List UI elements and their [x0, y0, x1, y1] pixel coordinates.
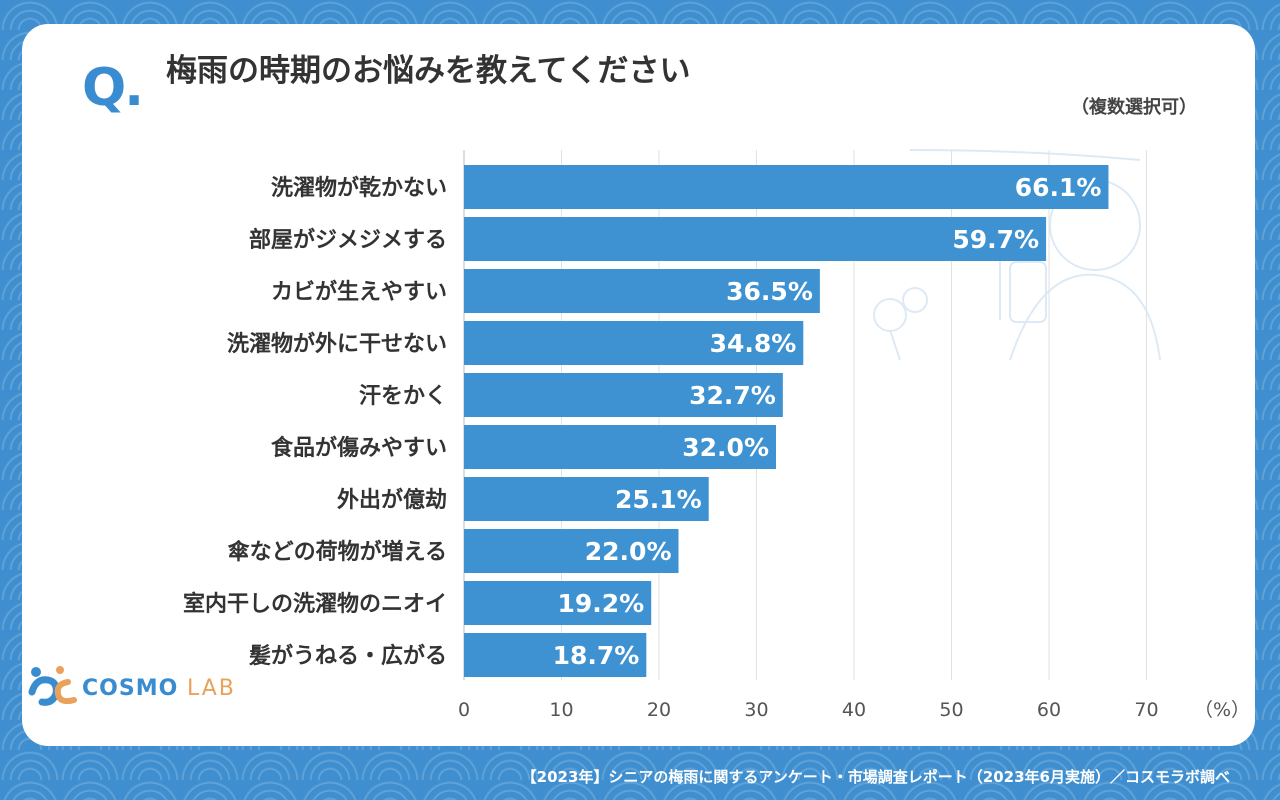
x-tick-label: 60	[1037, 699, 1061, 721]
x-tick-label: 0	[458, 699, 470, 721]
x-tick-label: 30	[744, 699, 768, 721]
bar	[464, 633, 647, 677]
question-title: 梅雨の時期のお悩みを教えてください	[166, 53, 691, 89]
category-label: 髪がうねる・広がる	[248, 643, 447, 669]
bar	[464, 269, 820, 313]
source-footer: 【2023年】シニアの梅雨に関するアンケート・市場調査レポート（2023年6月実…	[521, 768, 1230, 786]
category-label: 食品が傷みやすい	[271, 435, 447, 461]
x-tick-label: 70	[1134, 699, 1158, 721]
value-label: 18.7%	[553, 641, 640, 670]
value-label: 59.7%	[952, 225, 1039, 254]
value-label: 36.5%	[726, 277, 813, 306]
multiple-choice-note: （複数選択可）	[1071, 97, 1197, 118]
value-label: 34.8%	[710, 329, 797, 358]
x-unit-label: （%）	[1194, 699, 1250, 721]
brand-name: COSMO	[82, 676, 179, 701]
x-tick-label: 40	[842, 699, 866, 721]
bar	[464, 321, 804, 365]
brand-wordmark: COSMO LAB	[82, 676, 236, 701]
category-label: 洗濯物が乾かない	[271, 175, 447, 201]
brand-suffix: LAB	[186, 676, 236, 701]
value-label: 19.2%	[557, 589, 644, 618]
x-tick-label: 20	[647, 699, 671, 721]
category-label: カビが生えやすい	[271, 279, 447, 305]
value-label: 32.7%	[689, 381, 776, 410]
x-tick-label: 50	[939, 699, 963, 721]
bar	[464, 217, 1047, 261]
category-label: 洗濯物が外に干せない	[227, 331, 447, 357]
bar	[464, 529, 679, 573]
value-label: 25.1%	[615, 485, 702, 514]
bar	[464, 373, 783, 417]
category-label: 室内干しの洗濯物のニオイ	[183, 591, 447, 617]
bar	[464, 425, 776, 469]
bar	[464, 477, 709, 521]
brand-logo-icon	[28, 666, 77, 706]
category-label: 傘などの荷物が増える	[228, 539, 447, 565]
category-label: 汗をかく	[359, 384, 447, 409]
category-label: 部屋がジメジメする	[249, 227, 447, 253]
x-tick-label: 10	[549, 699, 573, 721]
category-label: 外出が億劫	[337, 487, 447, 513]
value-label: 22.0%	[585, 537, 672, 566]
bar	[464, 581, 652, 625]
question-mark: Q.	[82, 58, 144, 118]
bar	[464, 165, 1109, 209]
value-label: 32.0%	[682, 433, 769, 462]
value-label: 66.1%	[1015, 173, 1102, 202]
